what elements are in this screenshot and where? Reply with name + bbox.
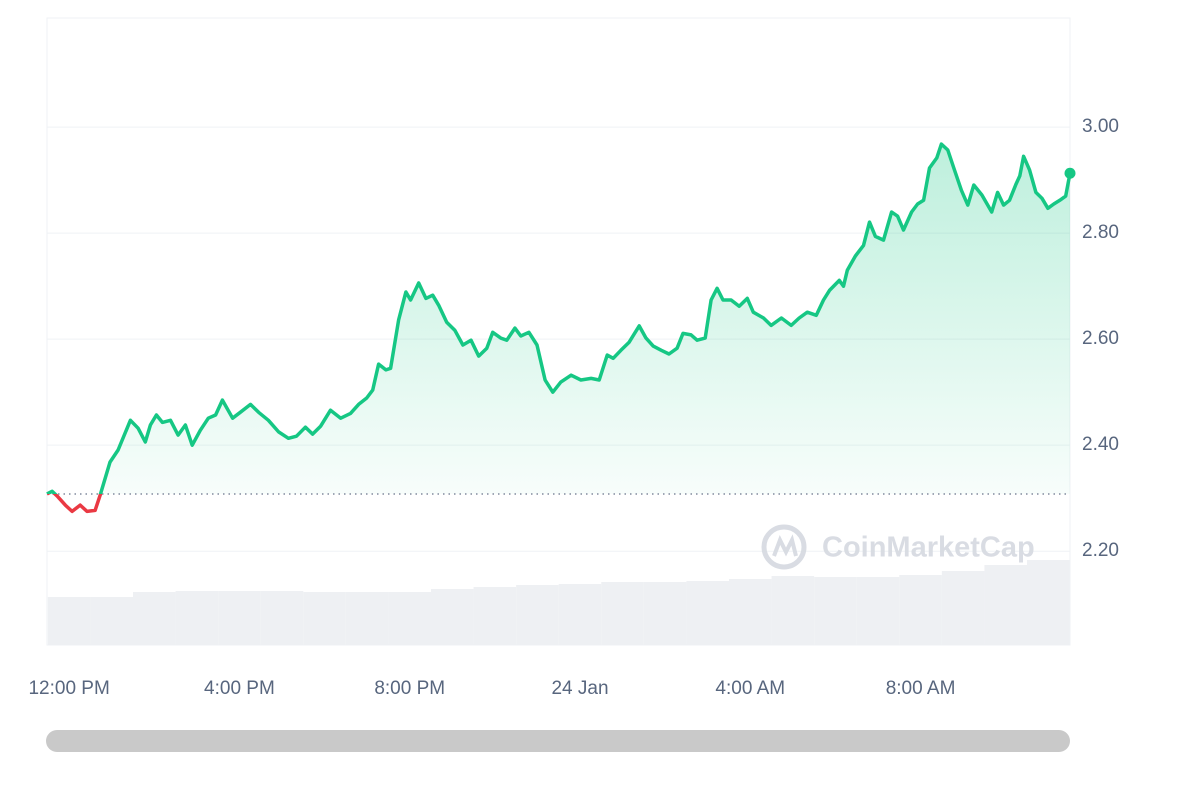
x-tick-label: 24 Jan bbox=[551, 678, 608, 699]
x-tick-label: 12:00 PM bbox=[28, 678, 109, 699]
x-tick-label: 4:00 AM bbox=[715, 678, 785, 699]
volume-bar bbox=[941, 571, 985, 645]
x-tick-label: 4:00 PM bbox=[204, 678, 275, 699]
volume-bar bbox=[601, 582, 644, 645]
volume-bars bbox=[47, 560, 1070, 645]
y-tick-label: 2.40 bbox=[1082, 434, 1119, 455]
volume-bar bbox=[388, 592, 431, 645]
price-area bbox=[47, 144, 1070, 494]
watermark: CoinMarketCap bbox=[761, 524, 1035, 570]
volume-bar bbox=[47, 597, 91, 645]
price-plot bbox=[46, 142, 1076, 514]
y-tick-label: 2.60 bbox=[1082, 328, 1119, 349]
volume-bar bbox=[984, 565, 1028, 645]
y-tick-label: 2.20 bbox=[1082, 540, 1119, 561]
scrollbar[interactable] bbox=[46, 730, 1070, 752]
last-price-dot bbox=[1064, 167, 1076, 179]
watermark-text: CoinMarketCap bbox=[822, 532, 1035, 564]
volume-bar bbox=[473, 587, 517, 645]
volume-bar bbox=[218, 591, 261, 645]
x-tick-label: 8:00 PM bbox=[374, 678, 445, 699]
volume-bar bbox=[899, 575, 942, 645]
volume-bar bbox=[1027, 560, 1070, 645]
volume-bar bbox=[345, 592, 389, 645]
volume-bar bbox=[558, 584, 602, 645]
volume-bar bbox=[430, 589, 474, 645]
price-line-up bbox=[46, 142, 1072, 494]
volume-bar bbox=[303, 592, 346, 645]
volume-bar bbox=[729, 579, 772, 645]
x-tick-label: 8:00 AM bbox=[886, 678, 956, 699]
volume-bar bbox=[175, 591, 219, 645]
axes: 2.20 2.40 2.60 2.80 3.00 12:00 PM 4:00 PM 8:00 … bbox=[28, 116, 1119, 699]
volume-bar bbox=[686, 581, 729, 645]
volume-bar bbox=[814, 577, 857, 645]
watermark-logo bbox=[761, 524, 807, 570]
watermark-logo-mark bbox=[772, 534, 798, 557]
volume-bar bbox=[260, 591, 304, 645]
y-tick-label: 2.80 bbox=[1082, 222, 1119, 243]
volume-bar bbox=[132, 592, 176, 645]
volume-bar bbox=[856, 577, 900, 645]
volume-bar bbox=[771, 576, 815, 645]
volume-bar bbox=[643, 582, 687, 645]
volume-bar bbox=[90, 597, 133, 645]
volume-bar bbox=[516, 585, 559, 645]
y-tick-label: 3.00 bbox=[1082, 116, 1119, 137]
